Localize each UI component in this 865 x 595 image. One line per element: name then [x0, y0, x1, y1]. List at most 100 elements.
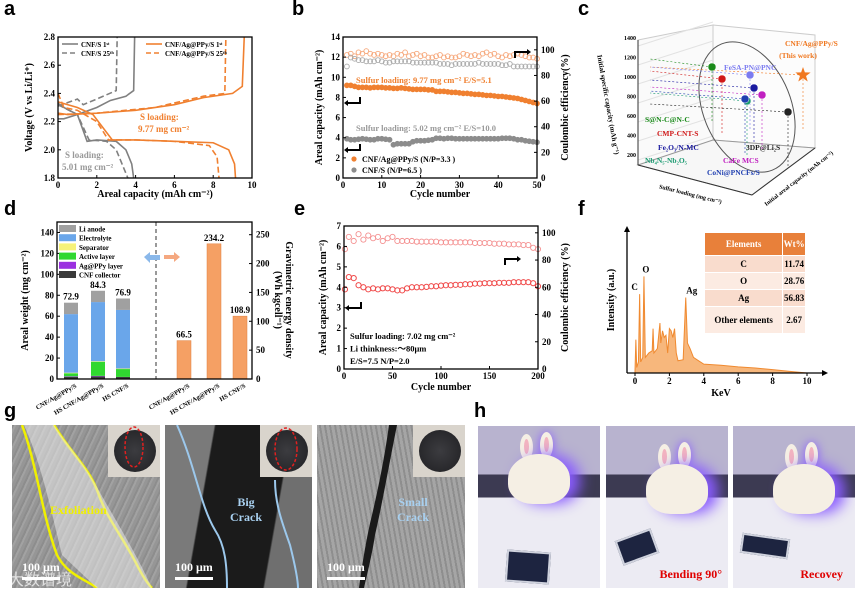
- z-tick-label: 600: [627, 114, 636, 120]
- damage-highlight-icon: [124, 426, 144, 468]
- y-tick-label: 60: [542, 282, 552, 292]
- scale-bar: 100 μm: [175, 560, 213, 580]
- capacity-point: [341, 286, 349, 293]
- y2-axis-title: Coulombic efficiency(%): [560, 54, 571, 160]
- y-tick-label: 2.6: [44, 60, 56, 70]
- plot-frame: [57, 36, 253, 179]
- stacked-segment-electrolyte: [64, 314, 78, 373]
- led-demo-photo-recovered: Recovey: [733, 426, 855, 588]
- efficiency-point: [441, 54, 447, 61]
- table-header-row: Elements Wt%: [705, 233, 805, 255]
- efficiency-point: [495, 61, 502, 67]
- efficiency-point: [394, 50, 401, 57]
- y-tick-label: 7: [337, 221, 342, 231]
- efficiency-point: [417, 53, 424, 60]
- scale-bar-label: 100 μm: [327, 560, 365, 574]
- efficiency-point: [409, 59, 416, 66]
- panel-label-b: b: [292, 0, 305, 20]
- efficiency-point: [495, 53, 502, 60]
- capacity-point: [389, 286, 396, 293]
- point-label: Nb₄N₅-Nb₂O₅: [645, 156, 688, 165]
- x-tick-label: 2: [667, 376, 672, 386]
- efficiency-point: [437, 61, 443, 67]
- efficiency-point: [425, 59, 432, 66]
- exfoliation-label: Exfoliation: [50, 503, 107, 517]
- table-row: Other elements 2.67: [705, 307, 805, 333]
- efficiency-point: [389, 233, 396, 240]
- y-tick-label: 0: [256, 374, 261, 384]
- efficiency-point: [398, 52, 405, 58]
- sem-image-exfoliation: Exfoliation 100 μm: [12, 425, 160, 588]
- scale-bar-label: 100 μm: [175, 560, 213, 574]
- projection-line: [649, 66, 751, 76]
- efficiency-point: [479, 61, 486, 67]
- this-work-star-marker: [795, 67, 811, 82]
- efficiency-point: [522, 63, 529, 70]
- stacked-segment-ag-ppy-layer: [91, 375, 105, 377]
- y-axis-arrow-icon: [624, 226, 630, 232]
- x-tick-label: 50: [388, 371, 398, 381]
- efficiency-point: [441, 61, 447, 67]
- panel-label-a: a: [4, 0, 16, 20]
- arrowhead-icon: [527, 49, 531, 55]
- y-tick-label: 200: [256, 259, 270, 269]
- efficiency-point: [359, 57, 366, 63]
- stacked-segment-separator: [64, 372, 78, 374]
- small-crack-label: Small Crack: [397, 495, 429, 525]
- efficiency-point: [479, 50, 486, 57]
- y-tick-label: 100: [41, 269, 55, 279]
- voltage-curve-3: [57, 39, 227, 116]
- x-tick-label: 0: [341, 180, 346, 190]
- capacity-point: [403, 285, 411, 292]
- legend-label: Ag@PPy layer: [79, 262, 123, 270]
- x-tick-label: 2: [95, 180, 100, 190]
- efficiency-point: [525, 242, 532, 249]
- y-tick-label: 6: [337, 241, 342, 251]
- efficiency-point: [444, 53, 451, 60]
- y-tick-label: 2.0: [44, 145, 56, 155]
- legend-marker: [351, 156, 357, 162]
- x-axis-title: Areal capacity (mAh cm⁻²): [97, 189, 213, 200]
- legend-label: Li anode: [79, 226, 105, 234]
- efficiency-point: [483, 61, 490, 67]
- y-tick-label: 2: [336, 153, 341, 163]
- y-tick-label: 150: [256, 287, 270, 297]
- efficiency-point: [398, 58, 405, 65]
- big-crack-label: Big Crack: [230, 495, 262, 525]
- efficiency-point: [437, 52, 443, 58]
- grid-line: [637, 97, 714, 123]
- stacked-segment-active-layer: [116, 369, 130, 377]
- table-header: Elements: [705, 233, 783, 255]
- loading-annotation: S loading:: [140, 112, 179, 122]
- sem-image-big-crack: Big Crack 100 μm: [165, 425, 312, 588]
- scale-bar-label: 100 μm: [22, 560, 60, 574]
- efficiency-point: [344, 63, 350, 70]
- efficiency-point: [433, 53, 439, 60]
- x-axis-title: Cycle number: [411, 382, 472, 393]
- y-tick-label: 4: [336, 133, 341, 143]
- efficiency-point: [429, 59, 436, 66]
- efficiency-point: [506, 61, 513, 67]
- z-axis-title: Initial specific capacity (mAh g⁻¹): [595, 54, 621, 156]
- sem-image-small-crack: Small Crack 100 μm: [317, 425, 465, 588]
- y-tick-label: 12: [331, 52, 341, 62]
- left-axis-arrow-icon: [348, 144, 361, 151]
- bunny-lamp: [773, 464, 835, 514]
- x-tick-label: 150: [483, 371, 497, 381]
- legend-swatch: [59, 225, 76, 232]
- y-tick-label: 2.2: [44, 117, 56, 127]
- literature-point: [749, 83, 759, 93]
- y-tick-label: 3: [337, 303, 342, 313]
- electrode-photo-inset: [108, 425, 160, 477]
- y-tick-label: 120: [41, 248, 55, 258]
- right-axis-arrow-icon: [504, 258, 517, 265]
- capacity-point: [370, 285, 377, 292]
- panel-label-f: f: [578, 198, 585, 220]
- efficiency-point: [503, 52, 509, 58]
- efficiency-point: [355, 49, 362, 56]
- efficiency-point: [506, 53, 513, 60]
- efficiency-point: [413, 59, 420, 66]
- panel-label-d: d: [4, 198, 17, 220]
- efficiency-point: [355, 57, 362, 63]
